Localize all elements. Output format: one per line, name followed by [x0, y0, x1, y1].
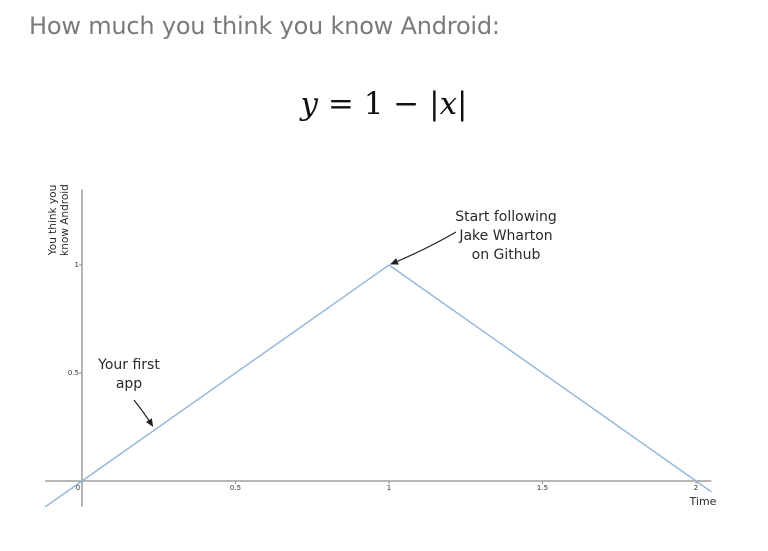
x-tick-label: 0	[76, 484, 80, 492]
y-axis-label-line: You think you	[47, 185, 59, 257]
formula-var: x	[439, 86, 458, 122]
formula-lhs: y	[300, 86, 319, 122]
annotation-first-app: Your first app	[97, 357, 160, 392]
formula-eq: = 1 − |	[318, 86, 440, 122]
x-axis-label: Time	[689, 495, 717, 508]
annotation-arrow-jake-wharton	[390, 231, 457, 265]
annotation-line: on Github	[472, 247, 541, 263]
x-tick-label: 1	[387, 484, 391, 492]
annotation-line: app	[116, 376, 142, 392]
y-axis-label-line: know Android	[59, 184, 71, 256]
series-line	[44, 264, 712, 508]
formula: y = 1 − |x|	[0, 86, 768, 122]
annotation-arrow-first-app	[133, 399, 154, 427]
annotation-line: Start following	[455, 209, 557, 225]
page-heading: How much you think you know Android:	[29, 12, 500, 40]
annotation-jake-wharton: Start following Jake Wharton on Github	[455, 209, 557, 263]
annotation-line: Jake Wharton	[458, 228, 552, 244]
x-tick-label: 2	[694, 484, 698, 492]
formula-close: |	[457, 86, 468, 122]
annotation-line: Your first	[97, 357, 160, 373]
y-tick-label: 0.5	[68, 369, 79, 377]
x-tick-label: 1.5	[537, 484, 548, 492]
y-tick-label: 1	[75, 261, 79, 269]
y-axis-label: You think youknow Android	[47, 184, 71, 256]
x-tick-label: 0.5	[230, 484, 241, 492]
